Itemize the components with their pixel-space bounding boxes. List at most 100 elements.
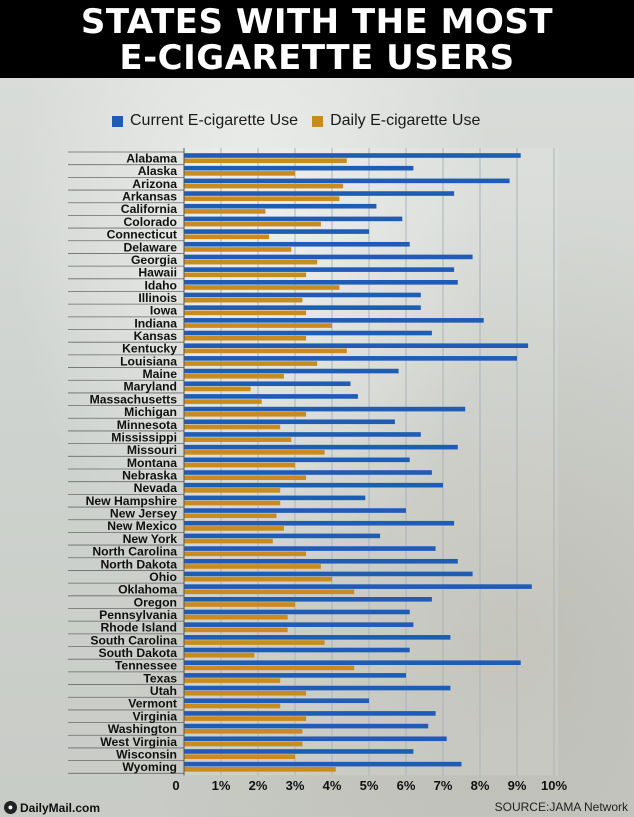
- category-label-7: Delaware: [123, 240, 177, 254]
- bar-current-17: [184, 368, 399, 374]
- bar-current-12: [184, 305, 421, 310]
- bar-daily-15: [184, 348, 347, 354]
- bar-daily-43: [184, 703, 281, 709]
- category-label-14: Kansas: [134, 329, 178, 343]
- bar-current-10: [184, 280, 458, 285]
- bar-daily-0: [184, 158, 347, 163]
- category-label-18: Maryland: [123, 380, 177, 394]
- legend-swatch-daily: [312, 115, 324, 127]
- bar-daily-44: [184, 716, 307, 721]
- bar-current-36: [184, 609, 410, 615]
- bar-daily-7: [184, 247, 292, 252]
- bar-current-22: [184, 432, 421, 437]
- category-label-1: Alaska: [138, 164, 178, 178]
- bar-daily-1: [184, 171, 295, 176]
- category-label-36: Pennsylvania: [99, 608, 177, 622]
- category-label-41: Texas: [143, 671, 177, 685]
- category-label-19: Massachusetts: [90, 392, 178, 406]
- bar-daily-14: [184, 335, 307, 341]
- category-label-25: Nebraska: [122, 469, 177, 483]
- category-label-42: Utah: [150, 684, 177, 698]
- bar-daily-12: [184, 310, 307, 316]
- bar-current-43: [184, 698, 369, 704]
- category-label-37: Rhode Island: [100, 621, 177, 635]
- category-label-48: Wyoming: [122, 760, 177, 774]
- category-label-32: North Dakota: [100, 557, 177, 571]
- category-label-2: Arizona: [132, 177, 177, 191]
- x-tick-label-1: 1%: [212, 778, 231, 793]
- bar-current-0: [184, 153, 521, 158]
- category-label-0: Alabama: [126, 152, 177, 166]
- legend-label-current: Current E-cigarette Use: [130, 112, 299, 129]
- category-label-24: Montana: [127, 456, 177, 470]
- category-label-34: Oklahoma: [118, 583, 177, 597]
- bar-daily-6: [184, 234, 270, 240]
- bar-current-3: [184, 191, 455, 196]
- bar-daily-32: [184, 564, 321, 569]
- bar-daily-4: [184, 209, 266, 214]
- category-label-4: California: [121, 202, 177, 216]
- bar-daily-36: [184, 614, 288, 620]
- x-tick-label-9: 9%: [508, 778, 527, 793]
- title-line-1: STATES WITH THE MOST: [80, 2, 554, 42]
- category-label-38: South Carolina: [90, 633, 177, 647]
- legend-swatch-current: [112, 115, 123, 127]
- bar-daily-19: [184, 399, 262, 404]
- x-tick-label-6: 6%: [397, 778, 416, 793]
- title-line-2: E-CIGARETTE USERS: [119, 38, 515, 78]
- bar-daily-16: [184, 361, 318, 366]
- category-label-33: Ohio: [149, 570, 177, 584]
- bar-daily-46: [184, 741, 303, 747]
- x-tick-label-0: 0: [172, 778, 179, 793]
- legend-item-current: Current E-cigarette Use: [112, 112, 298, 130]
- bar-current-11: [184, 292, 421, 298]
- category-label-45: Washington: [108, 722, 177, 736]
- bar-current-4: [184, 203, 377, 209]
- bar-daily-30: [184, 538, 273, 544]
- category-label-27: New Hampshire: [86, 494, 178, 508]
- bar-daily-37: [184, 627, 288, 633]
- category-label-17: Maine: [142, 367, 177, 381]
- bar-daily-26: [184, 488, 281, 493]
- bar-daily-28: [184, 513, 277, 519]
- bar-current-6: [184, 229, 369, 234]
- bar-current-7: [184, 241, 410, 247]
- bar-current-32: [184, 558, 458, 564]
- chart-legend: Current E-cigarette Use Daily E-cigarett…: [112, 111, 486, 131]
- category-label-46: West Virginia: [100, 735, 177, 749]
- bar-current-27: [184, 495, 366, 501]
- bar-daily-34: [184, 589, 355, 595]
- category-label-21: Minnesota: [117, 418, 177, 432]
- category-label-13: Indiana: [134, 316, 177, 330]
- bar-current-18: [184, 381, 351, 387]
- category-label-16: Louisiana: [120, 354, 177, 368]
- legend-item-daily: Daily E-cigarette Use: [312, 112, 480, 130]
- x-tick-label-2: 2%: [249, 778, 268, 793]
- bar-daily-42: [184, 690, 307, 696]
- bar-current-39: [184, 647, 410, 653]
- bar-daily-39: [184, 652, 255, 658]
- bar-daily-23: [184, 450, 325, 455]
- bar-daily-5: [184, 221, 321, 227]
- bar-current-21: [184, 419, 395, 425]
- bar-daily-17: [184, 373, 284, 379]
- category-label-22: Mississippi: [111, 430, 177, 444]
- category-label-5: Colorado: [124, 215, 178, 229]
- bar-daily-20: [184, 412, 307, 417]
- source-credit: SOURCE:JAMA Network: [494, 800, 628, 814]
- bar-current-34: [184, 584, 532, 589]
- bar-daily-3: [184, 196, 340, 202]
- bar-current-16: [184, 356, 517, 361]
- bar-daily-10: [184, 285, 340, 290]
- category-label-23: Missouri: [127, 443, 177, 457]
- category-label-29: New Mexico: [107, 519, 177, 533]
- title-banner: STATES WITH THE MOST E-CIGARETTE USERS: [0, 0, 634, 78]
- bar-daily-18: [184, 386, 251, 392]
- bar-current-13: [184, 318, 484, 323]
- bar-current-38: [184, 635, 451, 640]
- logo-text: DailyMail.com: [20, 800, 101, 815]
- bar-current-46: [184, 736, 447, 742]
- bar-daily-41: [184, 678, 281, 683]
- bar-current-33: [184, 571, 473, 577]
